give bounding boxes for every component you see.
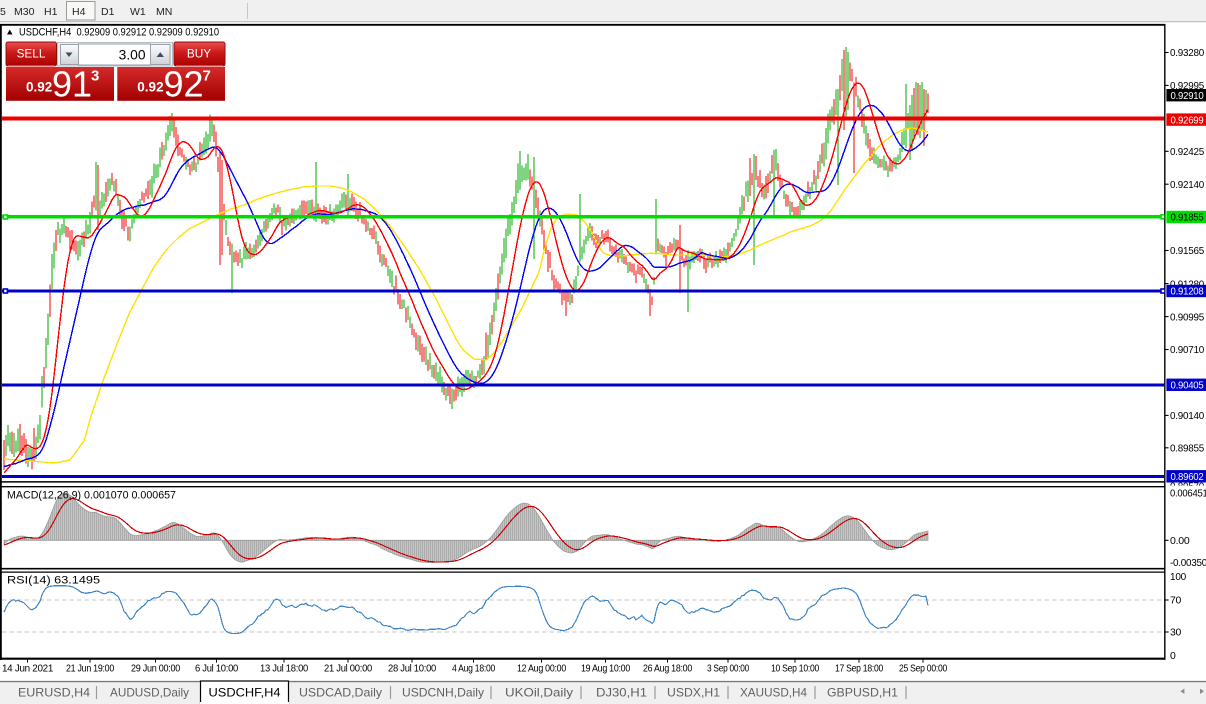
svg-text:USDX,H1: USDX,H1 [667,687,720,700]
svg-text:MN: MN [156,6,172,18]
svg-text:0.91208: 0.91208 [1171,287,1204,298]
svg-text:0.92699: 0.92699 [1171,115,1204,126]
svg-text:19 Aug 10:00: 19 Aug 10:00 [581,664,631,675]
svg-text:0.92: 0.92 [137,80,163,95]
svg-text:29 Jun 00:00: 29 Jun 00:00 [131,664,181,675]
svg-text:H4: H4 [72,6,86,18]
svg-text:14 Jun 2021: 14 Jun 2021 [2,664,54,675]
svg-text:0.90405: 0.90405 [1171,381,1204,392]
svg-text:BUY: BUY [187,47,211,61]
svg-text:21 Jul 00:00: 21 Jul 00:00 [324,664,373,675]
svg-text:28 Jul 10:00: 28 Jul 10:00 [388,664,437,675]
svg-text:6 Jul 10:00: 6 Jul 10:00 [195,664,239,675]
svg-text:0.92140: 0.92140 [1170,180,1204,191]
svg-text:0.00: 0.00 [1170,536,1190,547]
svg-text:-0.00350: -0.00350 [1170,558,1206,569]
svg-text:0.90710: 0.90710 [1170,345,1204,356]
svg-text:0.92995: 0.92995 [1170,81,1204,92]
svg-text:XAUUSD,H4: XAUUSD,H4 [740,687,808,700]
svg-text:91: 91 [52,64,92,105]
svg-text:W1: W1 [130,6,146,18]
svg-text:13 Jul 18:00: 13 Jul 18:00 [260,664,309,675]
svg-text:0.91855: 0.91855 [1171,213,1204,224]
svg-text:DJ30,H1: DJ30,H1 [596,687,647,700]
svg-text:0.006451: 0.006451 [1170,489,1206,500]
svg-text:0.89570: 0.89570 [1170,482,1204,493]
svg-text:M30: M30 [14,6,35,18]
svg-text:MACD(12,26,9) 0.001070 0.00065: MACD(12,26,9) 0.001070 0.000657 [7,490,176,502]
svg-text:26 Aug 18:00: 26 Aug 18:00 [643,664,693,675]
svg-text:3: 3 [91,68,99,85]
svg-text:30: 30 [1170,628,1182,639]
svg-text:100: 100 [1170,572,1186,583]
svg-text:EURUSD,H4: EURUSD,H4 [18,687,91,700]
svg-text:0.92: 0.92 [26,80,52,95]
svg-text:0.90140: 0.90140 [1170,411,1204,422]
svg-text:0.92425: 0.92425 [1170,147,1204,158]
svg-text:UKOil,Daily: UKOil,Daily [505,687,573,700]
svg-text:0.90995: 0.90995 [1170,312,1204,323]
svg-text:12 Aug 00:00: 12 Aug 00:00 [517,664,567,675]
svg-text:17 Sep 18:00: 17 Sep 18:00 [835,664,884,675]
svg-text:92: 92 [164,64,204,105]
svg-text:3.00: 3.00 [119,48,146,63]
svg-text:0.89602: 0.89602 [1171,472,1204,483]
svg-text:25 Sep 00:00: 25 Sep 00:00 [899,664,948,675]
svg-text:0.92910: 0.92910 [1171,91,1204,102]
svg-text:D1: D1 [101,6,115,18]
svg-text:70: 70 [1170,596,1182,607]
svg-text:H1: H1 [44,6,58,18]
svg-text:AUDUSD,Daily: AUDUSD,Daily [110,687,189,700]
svg-text:5: 5 [0,6,6,18]
svg-text:0.93280: 0.93280 [1170,48,1204,59]
svg-text:USDCHF,H4 0.92909 0.92912 0.9: USDCHF,H4 0.92909 0.92912 0.92909 0.9291… [19,27,219,39]
svg-text:0.89855: 0.89855 [1170,444,1204,455]
svg-text:21 Jun 19:00: 21 Jun 19:00 [66,664,115,675]
svg-text:0.91565: 0.91565 [1170,246,1204,257]
svg-text:RSI(14) 63.1495: RSI(14) 63.1495 [7,575,100,587]
svg-text:7: 7 [203,68,211,85]
svg-text:4 Aug 18:00: 4 Aug 18:00 [452,664,496,675]
svg-text:10 Sep 10:00: 10 Sep 10:00 [771,664,820,675]
svg-text:USDCNH,Daily: USDCNH,Daily [402,687,484,700]
svg-text:0: 0 [1170,651,1176,662]
svg-text:3 Sep 00:00: 3 Sep 00:00 [707,664,750,675]
svg-text:GBPUSD,H1: GBPUSD,H1 [827,687,898,700]
svg-text:USDCAD,Daily: USDCAD,Daily [299,687,382,700]
svg-text:SELL: SELL [17,47,46,61]
svg-text:USDCHF,H4: USDCHF,H4 [209,687,282,700]
